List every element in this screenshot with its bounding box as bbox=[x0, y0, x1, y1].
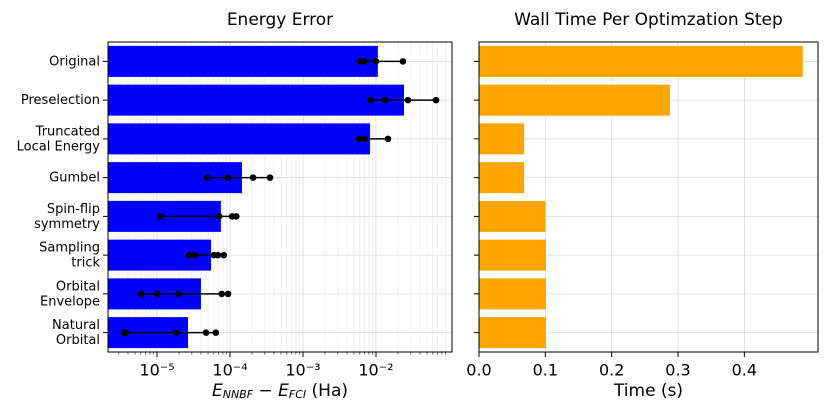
bar bbox=[108, 123, 371, 155]
run-point bbox=[215, 213, 223, 220]
run-point bbox=[432, 96, 440, 104]
x-tick-label: 0.3 bbox=[665, 361, 690, 380]
bar bbox=[479, 239, 547, 271]
run-point bbox=[384, 135, 392, 143]
bar bbox=[479, 45, 803, 77]
run-point bbox=[249, 174, 257, 181]
x-tick-label: 10⁻⁵ bbox=[139, 361, 174, 380]
bar bbox=[108, 45, 378, 77]
chart-title: Energy Error bbox=[227, 10, 333, 30]
bar bbox=[479, 278, 547, 310]
y-tick-label: Orbital Envelope bbox=[40, 279, 100, 309]
run-point bbox=[153, 290, 161, 298]
run-point bbox=[122, 329, 130, 336]
run-point bbox=[233, 213, 240, 220]
y-tick-label: Original bbox=[49, 54, 100, 69]
bar bbox=[479, 200, 546, 232]
y-tick-label: Spin-flip symmetry bbox=[34, 201, 100, 231]
run-point bbox=[266, 174, 274, 181]
run-point bbox=[212, 329, 220, 336]
bar bbox=[479, 162, 525, 194]
run-point bbox=[191, 251, 199, 259]
bar bbox=[479, 84, 671, 116]
y-tick-label: Truncated Local Energy bbox=[17, 124, 101, 154]
run-point bbox=[355, 135, 363, 143]
run-point bbox=[224, 290, 232, 298]
run-point bbox=[381, 96, 389, 104]
run-point bbox=[214, 251, 222, 259]
chart-title: Wall Time Per Optimzation Step bbox=[514, 10, 783, 30]
y-tick-label: Natural Orbital bbox=[52, 318, 100, 348]
run-point bbox=[172, 329, 180, 336]
run-point bbox=[202, 329, 210, 336]
run-point bbox=[361, 135, 369, 143]
x-tick-label: 10⁻⁴ bbox=[212, 361, 247, 380]
bar bbox=[108, 84, 405, 116]
x-axis-label: ENNBF​ − EFCI​ (Ha) bbox=[212, 381, 348, 401]
x-tick-label: 0.2 bbox=[599, 361, 624, 380]
y-tick-label: Preselection bbox=[21, 93, 100, 108]
x-tick-label: 10⁻² bbox=[358, 361, 393, 380]
run-point bbox=[372, 58, 380, 65]
run-point bbox=[399, 58, 407, 65]
run-point bbox=[224, 174, 232, 181]
run-point bbox=[156, 213, 164, 220]
run-point bbox=[174, 290, 182, 298]
y-tick-label: Sampling trick bbox=[39, 240, 100, 270]
y-tick-label: Gumbel bbox=[49, 170, 100, 185]
run-point bbox=[366, 96, 374, 104]
run-point bbox=[185, 251, 193, 259]
bar bbox=[479, 123, 525, 155]
x-tick-label: 0.1 bbox=[533, 361, 558, 380]
run-point bbox=[137, 290, 145, 298]
run-point bbox=[404, 96, 412, 104]
bar bbox=[479, 317, 547, 349]
x-tick-label: 10⁻³ bbox=[285, 361, 320, 380]
run-point bbox=[220, 251, 228, 259]
x-tick-label: 0.4 bbox=[732, 361, 757, 380]
axes-frame bbox=[478, 41, 819, 353]
x-axis-label: Time (s) bbox=[613, 381, 683, 401]
x-tick-label: 0.0 bbox=[466, 361, 491, 380]
run-point bbox=[360, 58, 368, 65]
run-point bbox=[218, 290, 226, 298]
axes-frame bbox=[107, 41, 453, 353]
run-point bbox=[203, 174, 211, 181]
